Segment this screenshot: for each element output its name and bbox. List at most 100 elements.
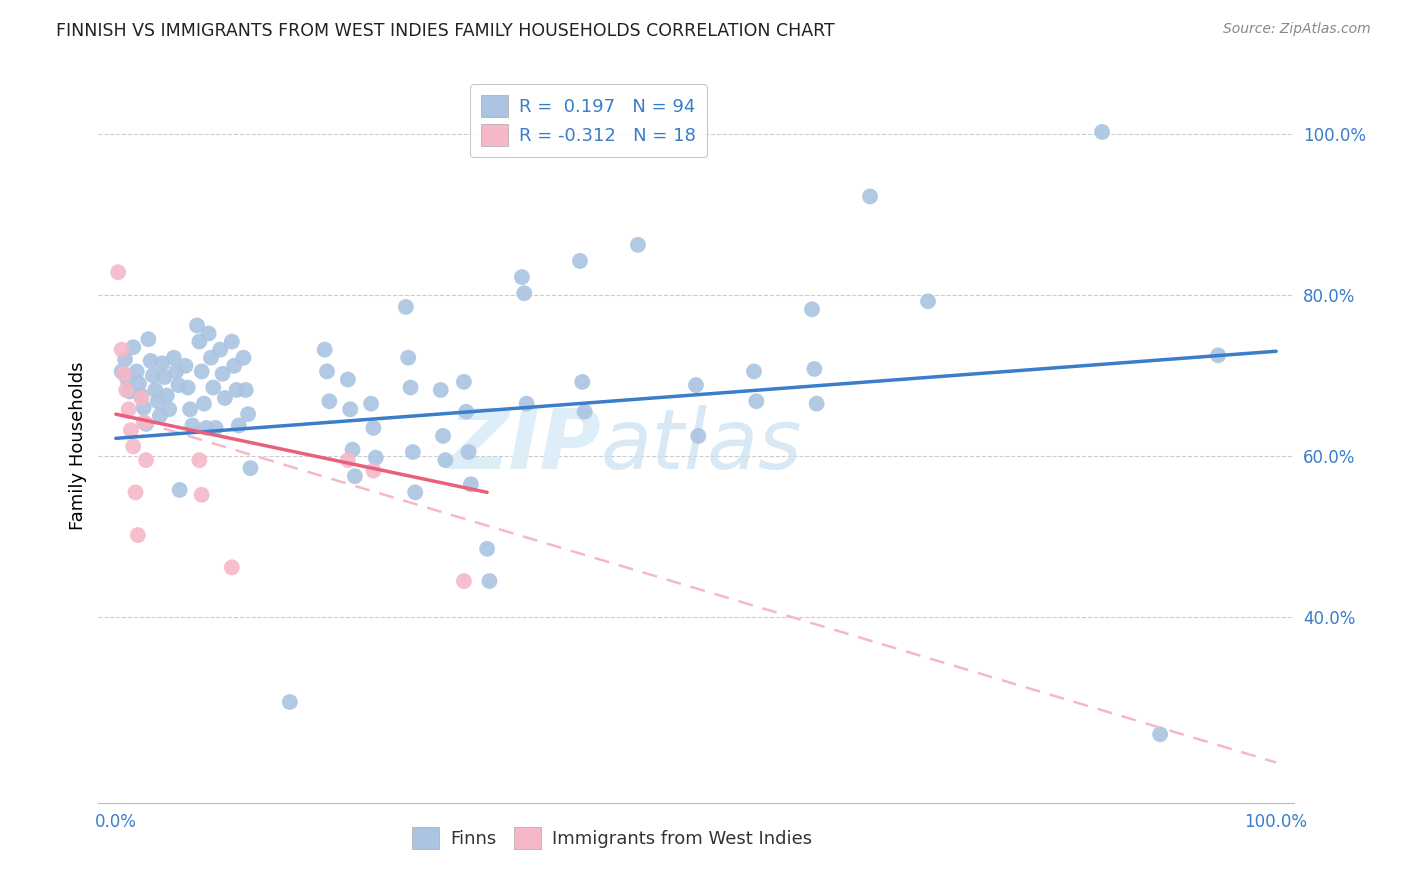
Point xyxy=(745,394,768,409)
Point xyxy=(574,405,596,419)
Point xyxy=(156,389,179,403)
Text: Source: ZipAtlas.com: Source: ZipAtlas.com xyxy=(1223,22,1371,37)
Point xyxy=(202,380,225,394)
Point xyxy=(117,402,139,417)
Point xyxy=(132,415,155,429)
Point xyxy=(859,189,882,203)
Point xyxy=(510,270,533,285)
Legend: Finns, Immigrants from West Indies: Finns, Immigrants from West Indies xyxy=(404,818,821,858)
Point xyxy=(163,351,186,365)
Point xyxy=(232,351,254,365)
Point xyxy=(364,450,387,465)
Point xyxy=(396,351,419,365)
Point xyxy=(197,326,219,341)
Point xyxy=(115,383,138,397)
Point xyxy=(571,375,593,389)
Point xyxy=(167,378,190,392)
Point xyxy=(124,485,146,500)
Point xyxy=(1149,727,1171,741)
Point xyxy=(803,362,825,376)
Point xyxy=(1091,125,1114,139)
Point xyxy=(688,429,710,443)
Point xyxy=(118,384,141,399)
Point xyxy=(453,574,475,588)
Point xyxy=(190,488,212,502)
Point xyxy=(460,477,482,491)
Text: atlas: atlas xyxy=(600,406,801,486)
Text: FINNISH VS IMMIGRANTS FROM WEST INDIES FAMILY HOUSEHOLDS CORRELATION CHART: FINNISH VS IMMIGRANTS FROM WEST INDIES F… xyxy=(56,22,835,40)
Y-axis label: Family Households: Family Households xyxy=(69,362,87,530)
Point xyxy=(627,237,650,252)
Point xyxy=(239,461,262,475)
Point xyxy=(685,378,707,392)
Point xyxy=(399,380,422,394)
Point xyxy=(221,334,243,349)
Point xyxy=(343,469,366,483)
Point xyxy=(150,356,173,370)
Point xyxy=(475,541,498,556)
Point xyxy=(806,397,828,411)
Point xyxy=(204,421,226,435)
Point xyxy=(342,442,364,457)
Point xyxy=(395,300,418,314)
Point xyxy=(195,421,218,435)
Point xyxy=(221,560,243,574)
Point xyxy=(122,439,145,453)
Point xyxy=(278,695,301,709)
Point xyxy=(214,391,236,405)
Point xyxy=(457,445,479,459)
Point xyxy=(122,340,145,354)
Point xyxy=(114,352,136,367)
Point xyxy=(360,397,382,411)
Point xyxy=(434,453,457,467)
Point xyxy=(153,370,176,384)
Point xyxy=(127,528,149,542)
Point xyxy=(336,372,359,386)
Point xyxy=(432,429,454,443)
Point xyxy=(363,421,385,435)
Point xyxy=(179,402,201,417)
Point xyxy=(363,464,385,478)
Point xyxy=(142,368,165,383)
Point xyxy=(139,354,162,368)
Point xyxy=(117,372,139,386)
Point xyxy=(165,364,187,378)
Point xyxy=(742,364,765,378)
Point xyxy=(186,318,208,333)
Point xyxy=(135,417,157,431)
Point xyxy=(404,485,426,500)
Point xyxy=(157,402,180,417)
Point xyxy=(209,343,232,357)
Point xyxy=(112,367,135,381)
Point xyxy=(174,359,197,373)
Point xyxy=(120,423,142,437)
Point xyxy=(453,375,475,389)
Point xyxy=(131,389,153,403)
Point xyxy=(429,383,451,397)
Point xyxy=(211,367,233,381)
Point xyxy=(513,286,536,301)
Point xyxy=(188,334,211,349)
Point xyxy=(149,409,172,423)
Point xyxy=(339,402,361,417)
Point xyxy=(225,383,247,397)
Point xyxy=(224,359,246,373)
Point xyxy=(111,364,134,378)
Point xyxy=(200,351,222,365)
Point xyxy=(135,453,157,467)
Point xyxy=(190,364,212,378)
Point xyxy=(1206,348,1229,362)
Point xyxy=(478,574,501,588)
Point xyxy=(456,405,478,419)
Point xyxy=(235,383,257,397)
Point xyxy=(336,453,359,467)
Point xyxy=(169,483,191,497)
Point xyxy=(131,391,153,405)
Point xyxy=(236,407,259,421)
Point xyxy=(801,302,824,317)
Point xyxy=(193,397,215,411)
Point xyxy=(568,254,591,268)
Point xyxy=(132,401,155,415)
Point xyxy=(128,376,150,391)
Point xyxy=(188,453,211,467)
